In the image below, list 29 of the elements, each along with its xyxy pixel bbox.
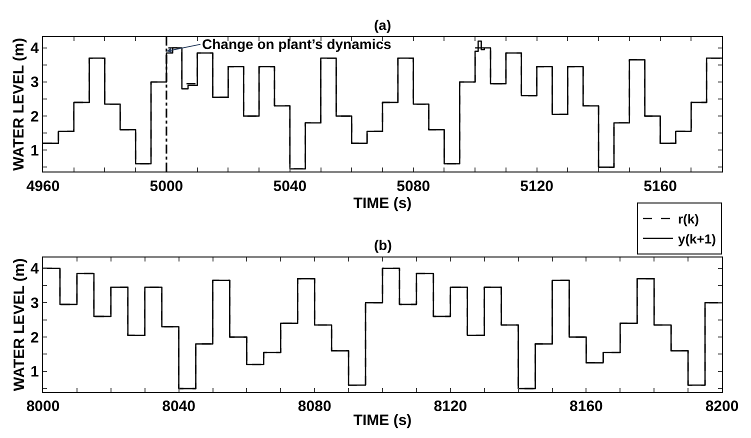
chart-title: (a) [374,17,392,33]
annotation: Change on plant’s dynamics [202,36,392,52]
x-tick-label: 5160 [644,178,677,195]
y-tick-label: 1 [30,142,39,160]
y-tick-label: 4 [30,260,40,278]
x-tick-label: 5080 [396,178,430,195]
x-tick-label: 8040 [162,398,196,416]
x-tick-label: 8000 [26,398,60,416]
legend-label: r(k) [678,212,699,227]
y-tick-label: 2 [30,108,39,126]
x-tick-label: 4960 [26,178,60,195]
chart-title: (b) [374,237,392,253]
y-tick-label: 3 [30,294,39,312]
x-axis-title: TIME (s) [353,194,412,212]
legend-label: y(k+1) [678,231,716,246]
y-axis-title: WATER LEVEL (m) [10,38,28,171]
x-tick-label: 8080 [298,398,332,416]
y-tick-label: 2 [30,329,39,346]
x-tick-label: 8120 [434,398,468,416]
x-tick-label: 5040 [273,178,307,195]
x-tick-label: 8160 [570,398,603,416]
y-axis-title: WATER LEVEL (m) [10,258,28,392]
y-tick-label: 3 [30,74,39,92]
x-tick-label: 5120 [520,178,554,195]
y-tick-label: 4 [30,40,40,58]
x-axis-title: TIME (s) [353,412,412,430]
x-tick-label: 8200 [705,398,739,416]
x-tick-label: 5000 [150,178,184,195]
y-tick-label: 1 [30,364,39,381]
